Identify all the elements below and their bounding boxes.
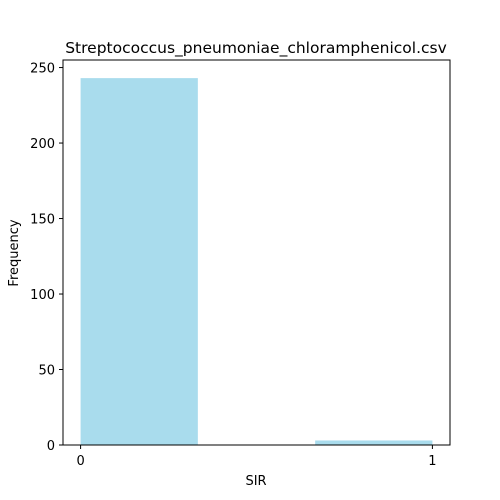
y-axis-ticks: 0 50 100 150 200 250 — [30, 62, 63, 454]
y-tick-label-0: 0 — [47, 439, 55, 454]
y-axis-label: Frequency — [7, 219, 22, 286]
chart-title: Streptococcus_pneumoniae_chloramphenicol… — [65, 39, 447, 58]
y-tick-label-4: 200 — [30, 137, 55, 152]
histogram-bar-0 — [81, 78, 198, 445]
y-tick-label-3: 150 — [30, 213, 55, 228]
x-tick-label-0: 0 — [76, 454, 84, 469]
x-tick-label-1: 1 — [428, 454, 436, 469]
bars-group — [81, 78, 433, 445]
y-tick-label-5: 250 — [30, 62, 55, 77]
y-tick-label-1: 50 — [38, 364, 55, 379]
y-tick-label-2: 100 — [30, 288, 55, 303]
histogram-bar-1 — [315, 440, 432, 445]
x-axis-label: SIR — [245, 474, 266, 489]
